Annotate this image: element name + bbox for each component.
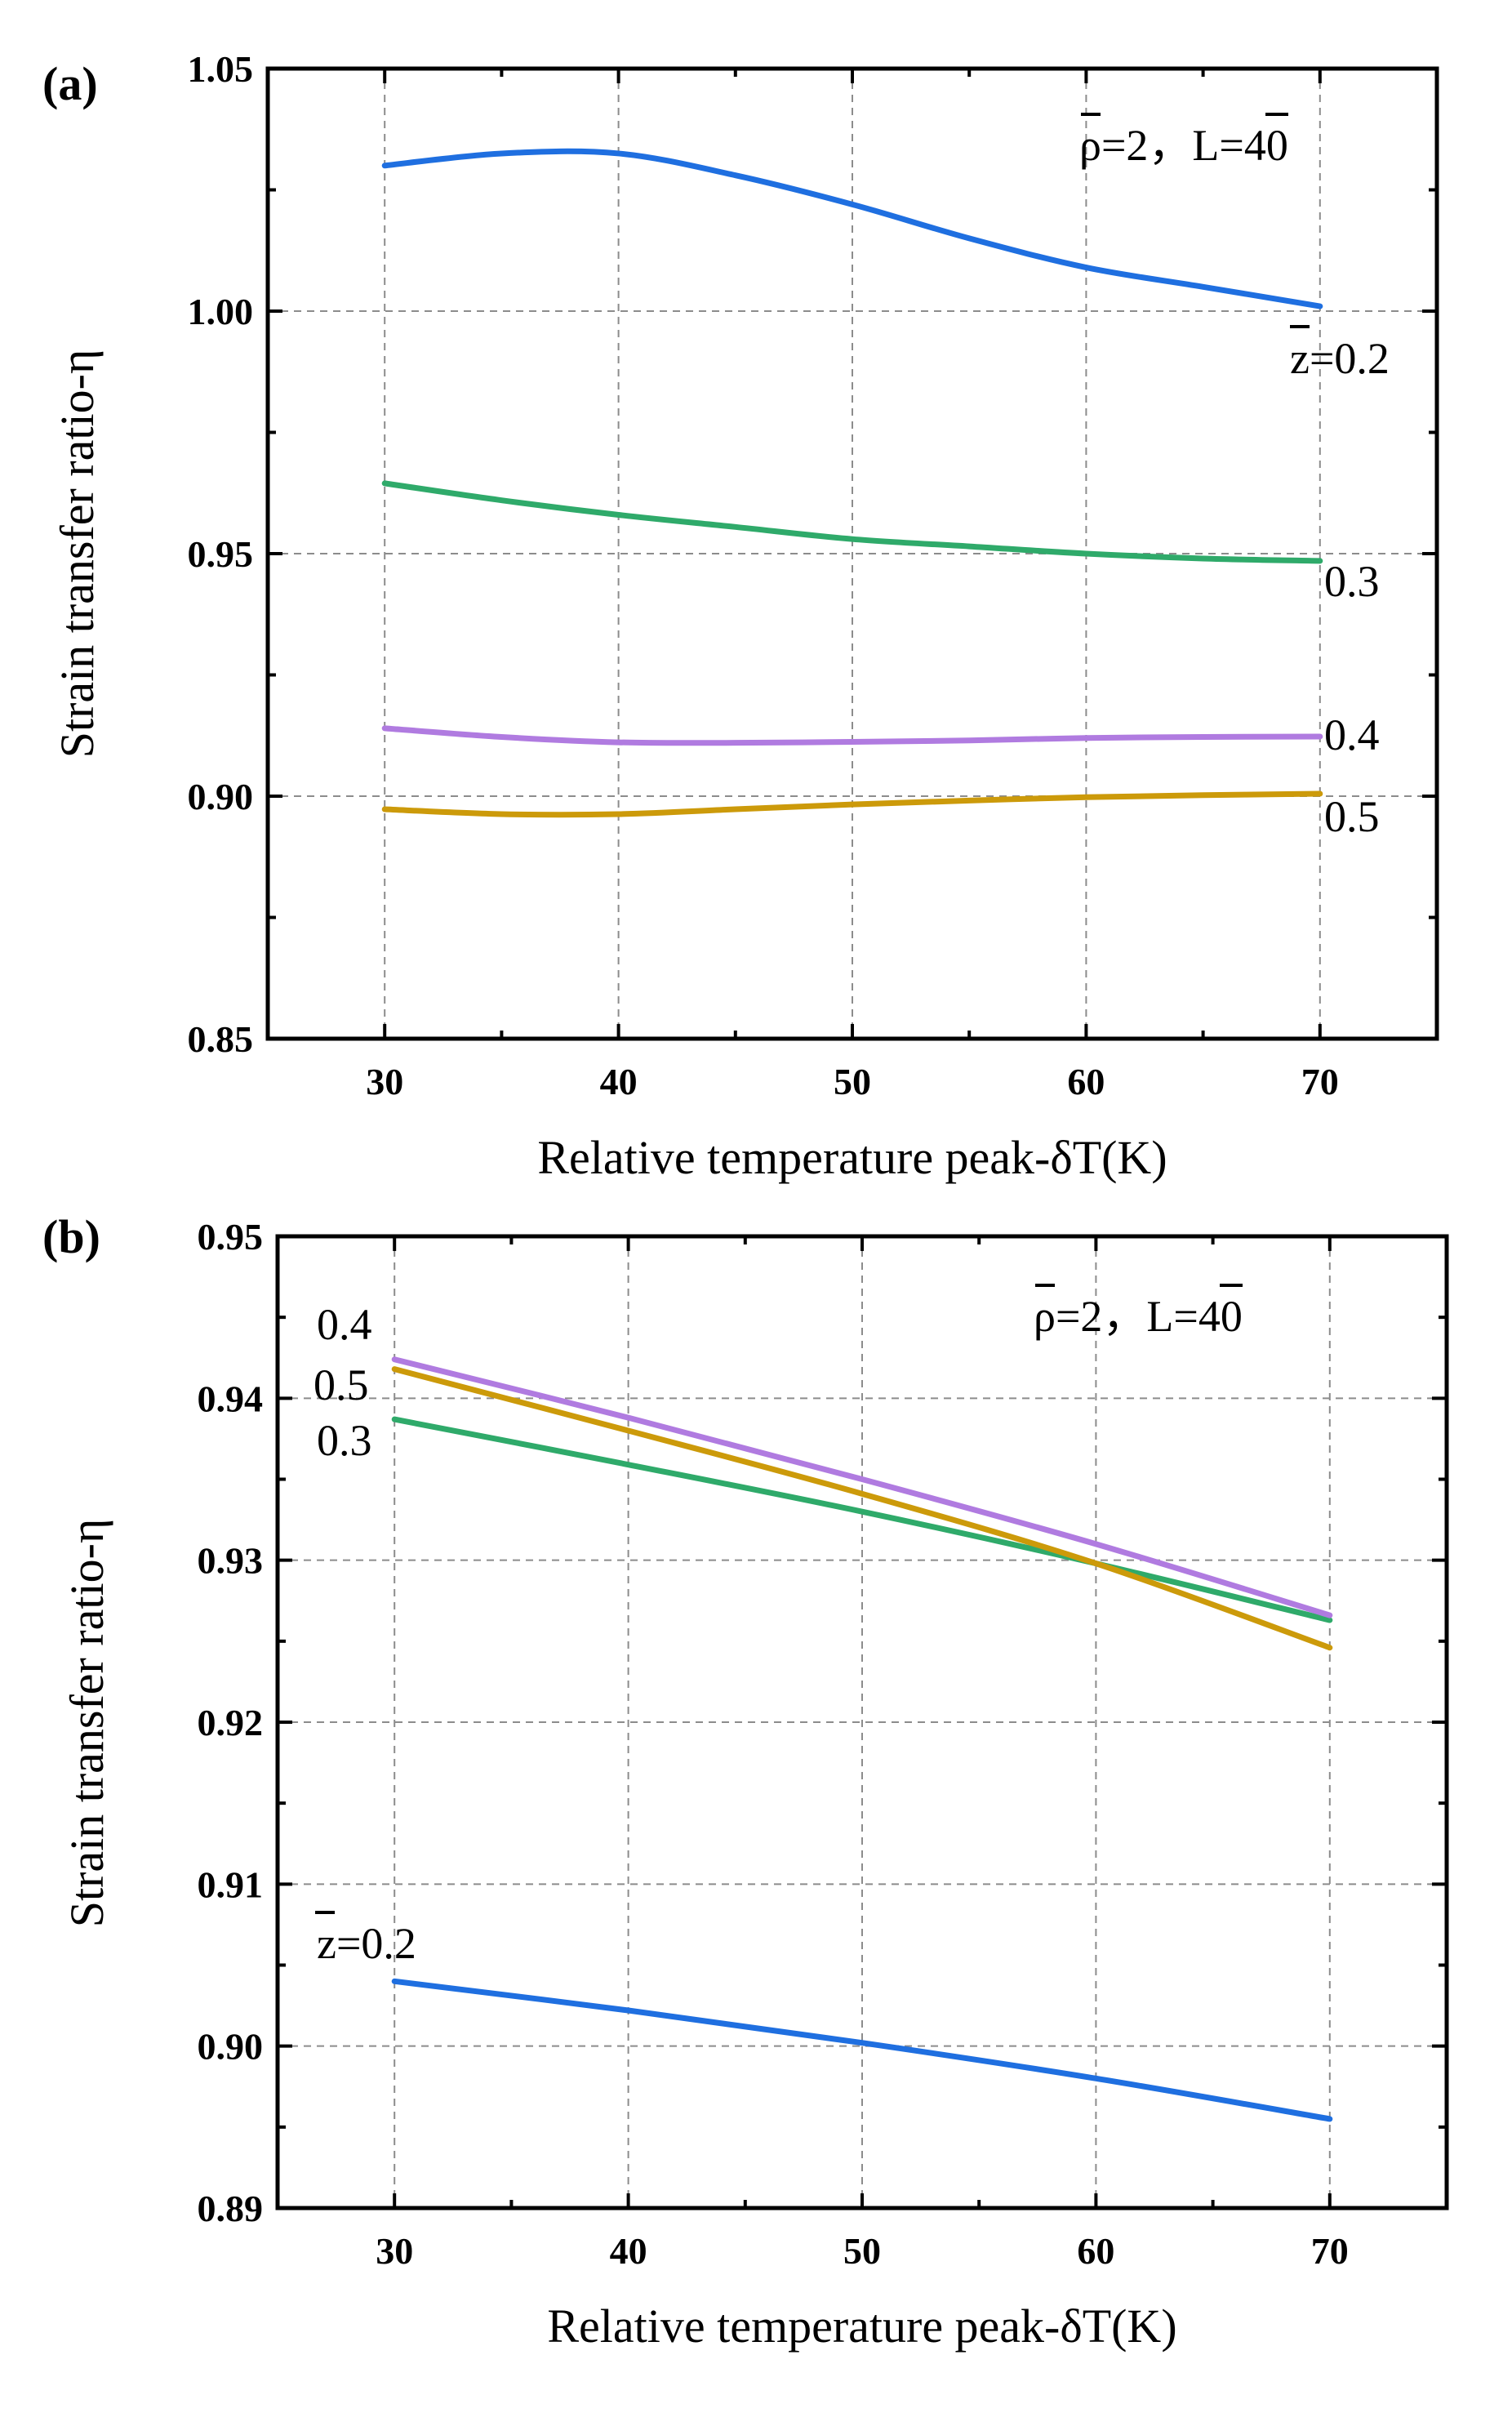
series-label-b-0.5: 0.5 xyxy=(314,1360,369,1409)
parameter-annotation-a: ρ=2，L=40 xyxy=(1079,113,1288,170)
plot-frame-a xyxy=(265,66,1439,1041)
tick-labels-a: 30 40 50 60 70 0.85 0.90 0.95 1.00 1.05 xyxy=(188,48,1339,1102)
L-value-b: =40 xyxy=(1173,1292,1242,1341)
rho-symbol-b: ρ xyxy=(1034,1292,1056,1341)
y-tick-label-a: 0.95 xyxy=(188,533,254,575)
rho-symbol-a: ρ xyxy=(1079,121,1101,170)
x-axis-title-b: Relative temperature peak-δT(K) xyxy=(547,2299,1176,2353)
y-tick-label-b: 0.91 xyxy=(198,1863,264,1905)
y-tick-label-b: 0.95 xyxy=(198,1216,264,1258)
panel-b: (b) 30 40 50 60 70 0.89 0.90 0.91 0.92 0.93 0.94 0.… xyxy=(42,1210,1449,2353)
x-tick-label-b: 40 xyxy=(610,2230,647,2272)
grid-a xyxy=(268,69,1437,1039)
y-axis-title-b: Strain transfer ratio-η xyxy=(60,1519,113,1928)
x-tick-label-a: 60 xyxy=(1067,1061,1105,1102)
series-b xyxy=(391,1356,1333,2122)
parameter-annotation-b: ρ=2，L=40 xyxy=(1034,1284,1243,1341)
series-line-b-0.2 xyxy=(391,1978,1333,2122)
svg-text:ρ=2，L=40: ρ=2，L=40 xyxy=(1034,1292,1243,1341)
tick-labels-b: 30 40 50 60 70 0.89 0.90 0.91 0.92 0.93 0.94 0.95 xyxy=(198,1216,1349,2272)
svg-text:ρ=2，L=40: ρ=2，L=40 xyxy=(1079,121,1288,170)
series-line-b-0.4 xyxy=(391,1356,1333,1618)
series-a xyxy=(381,148,1323,818)
series-line-a-0.2 xyxy=(381,148,1323,309)
L-symbol-a: L xyxy=(1192,121,1219,170)
x-tick-label-b: 60 xyxy=(1077,2230,1114,2272)
series-label-a-0.2: z=0.2 xyxy=(1290,334,1390,383)
x-tick-label-a: 50 xyxy=(834,1061,871,1102)
y-tick-label-a: 1.00 xyxy=(188,291,254,332)
y-tick-label-a: 0.85 xyxy=(188,1018,254,1060)
series-labels-a: z=0.2 0.3 0.4 0.5 xyxy=(1290,325,1390,841)
y-tick-label-b: 0.90 xyxy=(198,2026,264,2068)
x-axis-title-a: Relative temperature peak-δT(K) xyxy=(537,1131,1167,1184)
series-label-a-0.5: 0.5 xyxy=(1324,792,1380,841)
y-tick-label-a: 1.05 xyxy=(188,48,254,90)
x-tick-label-b: 50 xyxy=(843,2230,881,2272)
L-symbol-b: L xyxy=(1146,1292,1173,1341)
panel-label-b: (b) xyxy=(42,1210,100,1263)
panel-a: (a) 30 40 50 60 70 0.85 0.90 0.95 1.00 1.05 Relat… xyxy=(42,48,1439,1184)
grid-b xyxy=(278,1236,1447,2208)
series-line-b-0.3 xyxy=(391,1416,1333,1623)
series-label-a-0.4: 0.4 xyxy=(1324,710,1380,759)
x-tick-label-b: 70 xyxy=(1311,2230,1349,2272)
plot-frame-b xyxy=(275,1234,1449,2210)
series-labels-b: z=0.2 0.4 0.5 0.3 xyxy=(314,1300,416,1968)
series-label-b-0.3: 0.3 xyxy=(317,1416,372,1465)
y-tick-label-b: 0.94 xyxy=(198,1378,264,1419)
x-tick-label-a: 40 xyxy=(600,1061,638,1102)
series-label-a-0.3: 0.3 xyxy=(1324,557,1380,606)
y-tick-label-b: 0.93 xyxy=(198,1540,264,1582)
panel-label-a: (a) xyxy=(42,57,98,110)
y-tick-label-b: 0.92 xyxy=(198,1702,264,1743)
series-line-a-0.5 xyxy=(381,790,1323,818)
L-value-a: =40 xyxy=(1219,121,1287,170)
rho-value-b: =2， xyxy=(1056,1292,1146,1341)
y-tick-label-a: 0.90 xyxy=(188,776,254,817)
series-line-a-0.4 xyxy=(381,725,1323,746)
y-tick-label-b: 0.89 xyxy=(198,2188,264,2229)
x-tick-label-a: 70 xyxy=(1301,1061,1339,1102)
rho-value-a: =2， xyxy=(1101,121,1192,170)
series-line-a-0.3 xyxy=(381,480,1323,564)
x-tick-label-b: 30 xyxy=(376,2230,413,2272)
x-tick-label-a: 30 xyxy=(366,1061,403,1102)
series-line-b-0.5 xyxy=(391,1366,1333,1651)
series-label-b-0.2: z=0.2 xyxy=(317,1919,416,1968)
y-axis-title-a: Strain transfer ratio-η xyxy=(51,349,104,759)
series-label-b-0.4: 0.4 xyxy=(317,1300,372,1349)
